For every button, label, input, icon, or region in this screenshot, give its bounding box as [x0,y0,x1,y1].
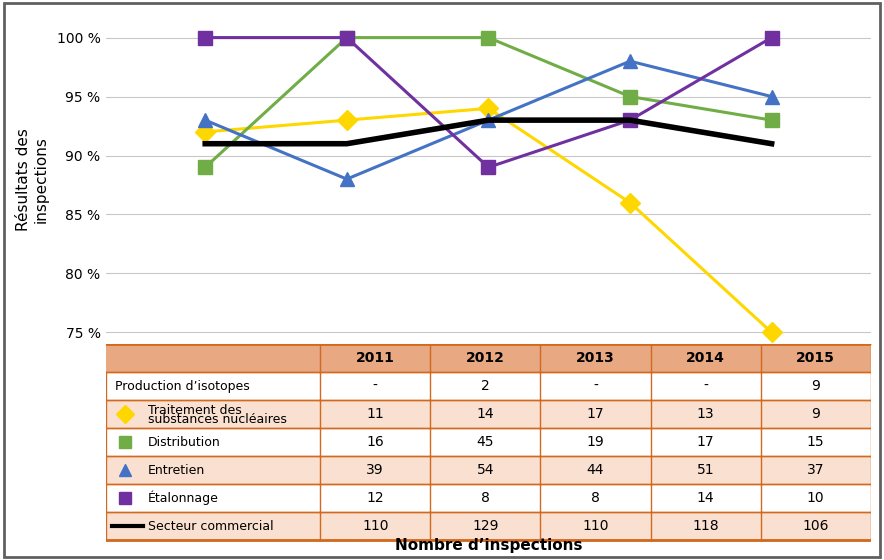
Text: 8: 8 [591,491,600,505]
FancyBboxPatch shape [540,512,651,540]
FancyBboxPatch shape [431,512,540,540]
FancyBboxPatch shape [106,512,320,540]
FancyBboxPatch shape [106,484,320,512]
FancyBboxPatch shape [540,428,651,456]
Text: 8: 8 [481,491,490,505]
FancyBboxPatch shape [651,400,760,428]
Text: 2012: 2012 [466,351,505,365]
Text: 54: 54 [476,463,494,477]
Text: substances nucléaires: substances nucléaires [149,413,287,426]
Text: 14: 14 [697,491,714,505]
Text: 9: 9 [812,379,820,393]
Text: 11: 11 [366,407,385,421]
Text: 129: 129 [472,519,499,533]
Text: 2011: 2011 [355,351,394,365]
FancyBboxPatch shape [651,428,760,456]
Text: -: - [593,379,598,393]
Text: 51: 51 [697,463,714,477]
Text: -: - [373,379,377,393]
Text: 17: 17 [587,407,605,421]
Text: Étalonnage: Étalonnage [149,491,219,506]
Text: 9: 9 [812,407,820,421]
FancyBboxPatch shape [431,456,540,484]
Text: Production d’isotopes: Production d’isotopes [115,380,250,393]
FancyBboxPatch shape [320,456,431,484]
FancyBboxPatch shape [320,428,431,456]
Text: Secteur commercial: Secteur commercial [149,520,274,533]
Text: Distribution: Distribution [149,436,221,449]
FancyBboxPatch shape [760,400,871,428]
FancyBboxPatch shape [431,344,540,372]
FancyBboxPatch shape [540,484,651,512]
Text: Nombre d’inspections: Nombre d’inspections [394,538,583,553]
Text: Entretien: Entretien [149,464,205,477]
Text: 10: 10 [807,491,825,505]
FancyBboxPatch shape [760,344,871,372]
FancyBboxPatch shape [106,344,320,372]
Text: 45: 45 [476,435,494,449]
FancyBboxPatch shape [320,372,431,400]
Text: 39: 39 [367,463,384,477]
Text: 14: 14 [476,407,494,421]
Text: 110: 110 [583,519,609,533]
FancyBboxPatch shape [320,344,431,372]
FancyBboxPatch shape [320,400,431,428]
Text: 2: 2 [481,379,490,393]
FancyBboxPatch shape [651,512,760,540]
FancyBboxPatch shape [540,400,651,428]
Y-axis label: Résultats des
inspections: Résultats des inspections [16,128,49,231]
FancyBboxPatch shape [106,456,320,484]
FancyBboxPatch shape [431,484,540,512]
Text: 2013: 2013 [576,351,615,365]
Text: 37: 37 [807,463,825,477]
FancyBboxPatch shape [760,484,871,512]
Text: 2014: 2014 [686,351,725,365]
Text: 44: 44 [587,463,604,477]
FancyBboxPatch shape [431,372,540,400]
Text: 118: 118 [692,519,719,533]
FancyBboxPatch shape [760,512,871,540]
Text: 17: 17 [697,435,714,449]
FancyBboxPatch shape [106,372,320,400]
FancyBboxPatch shape [760,428,871,456]
FancyBboxPatch shape [106,428,320,456]
Text: Traitement des: Traitement des [149,404,242,417]
Text: 19: 19 [587,435,605,449]
FancyBboxPatch shape [431,428,540,456]
FancyBboxPatch shape [760,372,871,400]
FancyBboxPatch shape [106,400,320,428]
Text: 12: 12 [367,491,384,505]
FancyBboxPatch shape [320,512,431,540]
FancyBboxPatch shape [760,456,871,484]
FancyBboxPatch shape [540,372,651,400]
FancyBboxPatch shape [540,344,651,372]
FancyBboxPatch shape [651,372,760,400]
FancyBboxPatch shape [431,400,540,428]
Text: 2015: 2015 [796,351,835,365]
Text: -: - [703,379,708,393]
Text: 13: 13 [697,407,714,421]
FancyBboxPatch shape [651,344,760,372]
Text: 16: 16 [366,435,385,449]
FancyBboxPatch shape [651,456,760,484]
FancyBboxPatch shape [651,484,760,512]
Text: 106: 106 [803,519,829,533]
FancyBboxPatch shape [540,456,651,484]
Text: 15: 15 [807,435,825,449]
Text: 110: 110 [362,519,388,533]
FancyBboxPatch shape [320,484,431,512]
